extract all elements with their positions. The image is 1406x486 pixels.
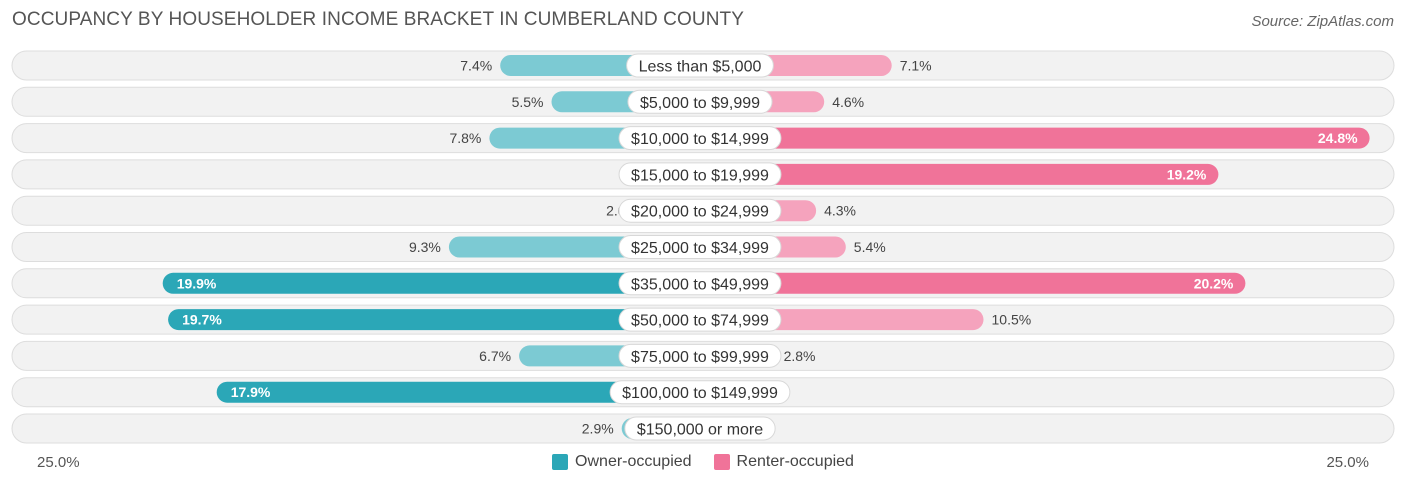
owner-bar: [216, 381, 700, 403]
owner-value-label: 7.4%: [460, 58, 492, 74]
category-pill: [618, 343, 782, 368]
renter-value-label: 7.1%: [900, 58, 932, 74]
renter-value-label: 4.3%: [824, 203, 856, 219]
legend-label-owner: Owner-occupied: [575, 453, 692, 470]
category-pill: [627, 89, 773, 114]
renter-value-label: 4.6%: [832, 94, 864, 110]
source-label: Source: ZipAtlas.com: [1251, 13, 1394, 30]
category-label: $20,000 to $24,999: [631, 204, 769, 221]
category-pill: [618, 198, 782, 223]
owner-bar: [168, 309, 701, 331]
owner-value-label: 5.5%: [512, 94, 544, 110]
category-label: $50,000 to $74,999: [631, 313, 769, 330]
category-pill: [618, 126, 782, 151]
legend-item-renter[interactable]: Renter-occupied: [713, 453, 854, 471]
category-label: $10,000 to $14,999: [631, 131, 769, 148]
renter-bar: [700, 127, 1370, 149]
legend-swatch-owner: [552, 454, 569, 470]
legend-item-owner[interactable]: Owner-occupied: [552, 453, 692, 471]
owner-value-label: 6.7%: [479, 348, 511, 364]
category-label: $75,000 to $99,999: [631, 349, 769, 366]
category-label: $150,000 or more: [637, 422, 763, 439]
owner-value-label: 7.8%: [449, 130, 481, 146]
category-pill: [618, 235, 782, 259]
category-pill: [618, 162, 782, 187]
category-pill: [618, 307, 782, 332]
renter-value-label: 19.2%: [1167, 166, 1207, 182]
category-pill: [618, 271, 782, 296]
category-pill: [624, 416, 776, 441]
category-label: $5,000 to $9,999: [640, 95, 760, 112]
renter-value-label: 20.2%: [1194, 275, 1234, 291]
renter-bar: [700, 272, 1246, 294]
owner-value-label: 17.9%: [231, 384, 271, 400]
owner-value-label: 19.9%: [177, 275, 217, 291]
category-label: $100,000 to $149,999: [622, 385, 778, 402]
axis-label-left: 25.0%: [37, 454, 80, 471]
category-pill: [609, 380, 791, 405]
renter-bar: [700, 163, 1219, 185]
category-label: $25,000 to $34,999: [631, 240, 769, 257]
renter-value-label: 2.8%: [784, 348, 816, 364]
owner-value-label: 9.3%: [409, 239, 441, 255]
renter-value-label: 5.4%: [854, 239, 886, 255]
legend: Owner-occupied Renter-occupied: [0, 453, 1406, 471]
category-label: $35,000 to $49,999: [631, 276, 769, 293]
renter-value-label: 10.5%: [992, 312, 1032, 328]
legend-swatch-renter: [713, 454, 730, 470]
category-pill: [626, 53, 774, 78]
category-label: $15,000 to $19,999: [631, 167, 769, 184]
renter-value-label: 24.8%: [1318, 130, 1358, 146]
owner-value-label: 2.9%: [582, 421, 614, 437]
bar-chart: 7.4% 7.1% Less than $5,000 5.5% 4.6% $5,000 t…: [11, 50, 1395, 444]
owner-bar: [162, 272, 700, 294]
legend-label-renter: Renter-occupied: [736, 453, 854, 470]
owner-value-label: 19.7%: [182, 312, 222, 328]
axis-label-right: 25.0%: [1326, 454, 1369, 471]
category-label: Less than $5,000: [639, 59, 762, 76]
chart-title: OCCUPANCY BY HOUSEHOLDER INCOME BRACKET …: [12, 9, 744, 30]
